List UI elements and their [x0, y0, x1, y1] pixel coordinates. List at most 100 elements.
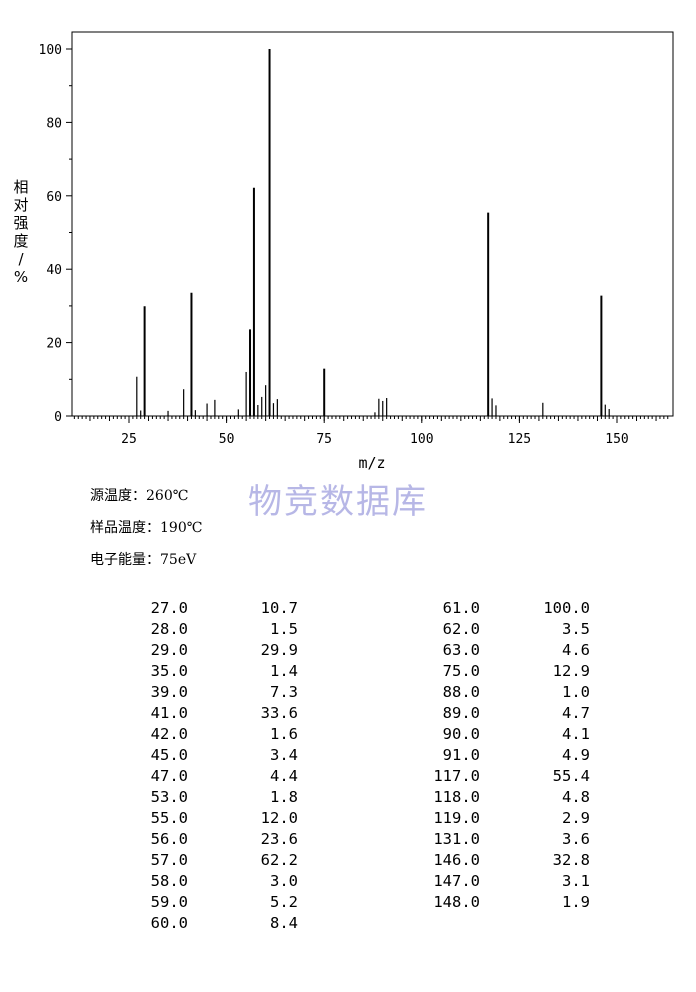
peak-abundance: 2.9: [562, 809, 590, 827]
x-axis: 25 50 75 100 125 150: [121, 416, 629, 447]
peak-row: 41.0 33.6: [140, 703, 298, 724]
x-tick-label: 25: [121, 432, 137, 447]
peak-mz: 27.0: [150, 599, 188, 617]
peak-row: 35.0 1.4: [140, 661, 298, 682]
sample-temperature: 样品温度：190℃: [90, 520, 203, 536]
peak-abundance: 4.9: [562, 746, 590, 764]
x-minor-ticks: [73, 416, 669, 421]
peak-row: 89.0 4.7: [432, 703, 590, 724]
peak-mz: 118.0: [433, 788, 480, 806]
peak-abundance: 3.4: [270, 746, 298, 764]
x-tick-label: 125: [508, 432, 531, 447]
y-tick-label: 40: [46, 263, 62, 278]
peak-abundance: 55.4: [552, 767, 590, 785]
peak-row: 131.0 3.6: [432, 829, 590, 850]
peak-row: 27.0 10.7: [140, 598, 298, 619]
peak-mz: 91.0: [442, 746, 480, 764]
peak-mz: 57.0: [150, 851, 188, 869]
peak-abundance: 1.5: [270, 620, 298, 638]
peak-mz: 55.0: [150, 809, 188, 827]
peak-abundance: 7.3: [270, 683, 298, 701]
peak-table-left: 27.0 10.7 28.0 1.5 29.0 29.9 35.0 1.4 39.0 7.3 41.…: [140, 598, 298, 934]
peak-row: 75.0 12.9: [432, 661, 590, 682]
peak-abundance: 1.4: [270, 662, 298, 680]
peak-abundance: 3.5: [562, 620, 590, 638]
peak-mz: 75.0: [442, 662, 480, 680]
peak-abundance: 3.0: [270, 872, 298, 890]
peak-abundance: 4.4: [270, 767, 298, 785]
peak-mz: 88.0: [442, 683, 480, 701]
peak-abundance: 100.0: [543, 599, 590, 617]
peak-mz: 59.0: [150, 893, 188, 911]
peak-row: 118.0 4.8: [432, 787, 590, 808]
peak-abundance: 1.6: [270, 725, 298, 743]
peak-abundance: 4.7: [562, 704, 590, 722]
peak-mz: 39.0: [150, 683, 188, 701]
peak-mz: 53.0: [150, 788, 188, 806]
x-tick-label: 75: [316, 432, 332, 447]
peak-abundance: 29.9: [260, 641, 298, 659]
y-axis-label-char: 度: [13, 232, 28, 250]
peak-row: 63.0 4.6: [432, 640, 590, 661]
peak-row: 61.0 100.0: [432, 598, 590, 619]
y-tick-label: 100: [39, 43, 62, 58]
y-tick-label: 60: [46, 190, 62, 205]
peak-mz: 29.0: [150, 641, 188, 659]
x-tick-label: 150: [605, 432, 628, 447]
peak-abundance: 4.1: [562, 725, 590, 743]
peak-row: 45.0 3.4: [140, 745, 298, 766]
peak-mz: 148.0: [433, 893, 480, 911]
peak-row: 39.0 7.3: [140, 682, 298, 703]
peak-mz: 62.0: [442, 620, 480, 638]
peak-abundance: 3.1: [562, 872, 590, 890]
peak-abundance: 12.0: [260, 809, 298, 827]
peak-mz: 56.0: [150, 830, 188, 848]
experiment-conditions: 源温度：260℃ 样品温度：190℃ 电子能量：75eV: [90, 484, 202, 580]
peak-row: 47.0 4.4: [140, 766, 298, 787]
peak-abundance: 1.8: [270, 788, 298, 806]
peak-mz: 117.0: [433, 767, 480, 785]
peak-abundance: 10.7: [260, 599, 298, 617]
peak-mz: 58.0: [150, 872, 188, 890]
peak-abundance: 32.8: [552, 851, 590, 869]
peak-mz: 45.0: [150, 746, 188, 764]
peak-abundance: 3.6: [562, 830, 590, 848]
y-axis-label-char: %: [14, 268, 28, 286]
x-tick-label: 50: [219, 432, 235, 447]
peak-abundance: 23.6: [260, 830, 298, 848]
peak-mz: 41.0: [150, 704, 188, 722]
peak-abundance: 1.9: [562, 893, 590, 911]
peak-mz: 89.0: [442, 704, 480, 722]
peak-abundance: 5.2: [270, 893, 298, 911]
peak-mz: 60.0: [150, 914, 188, 932]
peak-mz: 42.0: [150, 725, 188, 743]
peak-mz: 63.0: [442, 641, 480, 659]
peak-abundance: 4.8: [562, 788, 590, 806]
peak-row: 55.0 12.0: [140, 808, 298, 829]
y-tick-label: 80: [46, 116, 62, 131]
y-axis: 0 20 40 60 80 100: [39, 43, 72, 425]
peak-table-right: 61.0 100.0 62.0 3.5 63.0 4.6 75.0 12.9 88.0 1.0 89…: [432, 598, 590, 913]
spectrum-peaks: [136, 49, 610, 416]
peak-abundance: 1.0: [562, 683, 590, 701]
peak-row: 28.0 1.5: [140, 619, 298, 640]
peak-abundance: 8.4: [270, 914, 298, 932]
mass-spectrum-chart: 0 20 40 60 80 100 25 50 75 100 125 150 m/z 相对强度/%: [13, 31, 674, 472]
peak-row: 42.0 1.6: [140, 724, 298, 745]
y-tick-label: 0: [54, 410, 62, 425]
peak-mz: 147.0: [433, 872, 480, 890]
peak-row: 56.0 23.6: [140, 829, 298, 850]
peak-mz: 47.0: [150, 767, 188, 785]
y-axis-label-char: 强: [13, 214, 28, 232]
electron-energy: 电子能量：75eV: [90, 552, 197, 568]
peak-row: 60.0 8.4: [140, 913, 298, 934]
y-axis-label: 相对强度/%: [13, 178, 28, 286]
watermark: 物竞数据库: [248, 482, 428, 522]
peak-row: 88.0 1.0: [432, 682, 590, 703]
x-tick-label: 100: [410, 432, 433, 447]
peak-row: 117.0 55.4: [432, 766, 590, 787]
peak-abundance: 62.2: [260, 851, 298, 869]
peak-row: 147.0 3.1: [432, 871, 590, 892]
y-tick-label: 20: [46, 337, 62, 352]
peak-row: 59.0 5.2: [140, 892, 298, 913]
